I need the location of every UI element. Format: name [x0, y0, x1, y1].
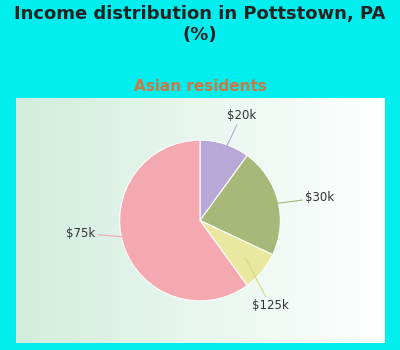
Wedge shape [120, 140, 247, 301]
Text: Asian residents: Asian residents [134, 79, 266, 94]
Text: $125k: $125k [245, 258, 289, 312]
Text: $30k: $30k [257, 191, 334, 206]
Wedge shape [200, 155, 280, 255]
Text: Income distribution in Pottstown, PA
(%): Income distribution in Pottstown, PA (%) [14, 5, 386, 44]
Text: $75k: $75k [66, 227, 144, 240]
Wedge shape [200, 140, 247, 220]
Wedge shape [200, 220, 273, 286]
Text: $20k: $20k [218, 109, 256, 164]
